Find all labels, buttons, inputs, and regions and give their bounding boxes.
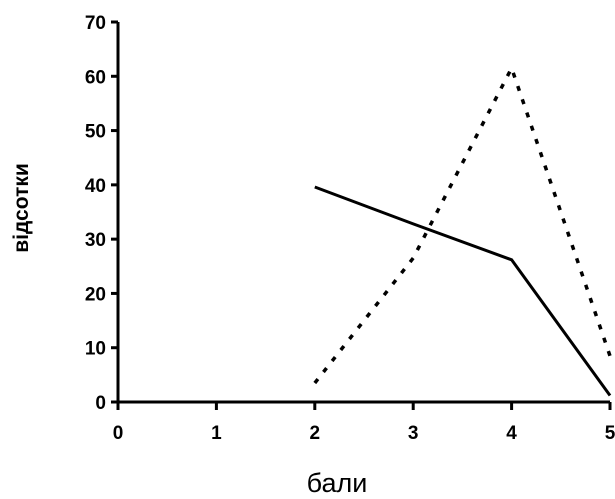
x-axis-ticks: 0 1 2 3 4 5: [113, 402, 615, 444]
x-tick-label: 3: [408, 423, 419, 444]
y-axis-title: відсотки: [10, 163, 33, 253]
y-tick-label: 50: [85, 122, 106, 143]
x-tick-label: 4: [506, 423, 517, 444]
y-tick-label: 30: [85, 230, 106, 251]
chart-axes: [116, 22, 610, 404]
x-tick-label: 5: [605, 423, 615, 444]
y-tick-label: 70: [85, 13, 106, 34]
x-tick-label: 1: [211, 423, 222, 444]
x-tick-label: 2: [310, 423, 321, 444]
y-tick-label: 0: [95, 393, 106, 414]
chart-series: [313, 63, 612, 397]
y-tick-label: 60: [85, 67, 106, 88]
y-tick-label: 40: [85, 176, 106, 197]
series-line-1: [314, 185, 612, 397]
y-tick-label: 10: [85, 339, 106, 360]
y-axis-ticks: 0 10 20 30 40 50 60 70: [85, 13, 118, 414]
x-tick-label: 0: [113, 423, 124, 444]
y-tick-label: 20: [85, 284, 106, 305]
x-axis-title: бали: [307, 468, 368, 498]
